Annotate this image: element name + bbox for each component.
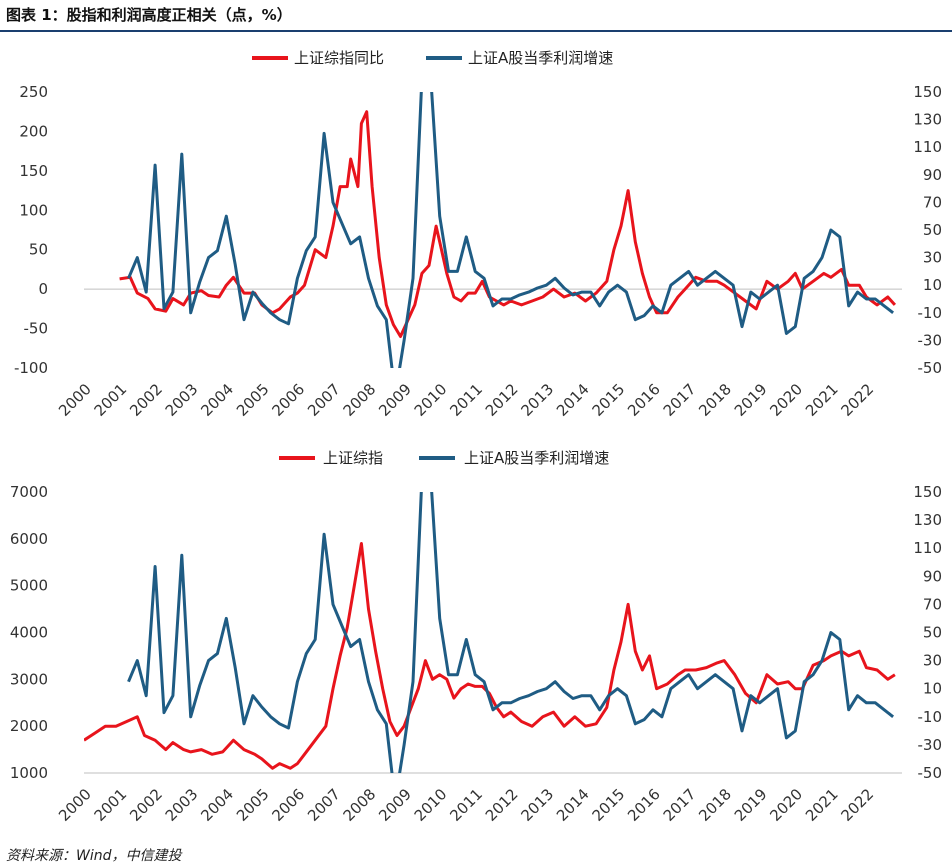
x-tick-label: 2005 bbox=[233, 785, 273, 825]
y-right-tick-label: 30 bbox=[923, 249, 942, 267]
y-right-tick-label: -50 bbox=[918, 764, 943, 782]
y-right-tick-label: 150 bbox=[913, 483, 942, 501]
y-right-tick-label: 10 bbox=[923, 680, 942, 698]
x-tick-label: 2011 bbox=[446, 785, 486, 825]
x-tick-label: 2014 bbox=[553, 785, 593, 825]
x-tick-label: 2016 bbox=[624, 785, 664, 825]
x-tick-label: 2003 bbox=[162, 785, 202, 825]
x-tick-label: 2018 bbox=[695, 380, 735, 420]
y-left-tick-label: -50 bbox=[24, 320, 49, 338]
x-tick-label: 2001 bbox=[91, 380, 131, 420]
x-tick-label: 2007 bbox=[304, 785, 344, 825]
x-tick-label: 2008 bbox=[340, 785, 380, 825]
figure-title: 图表 1：股指和利润高度正相关（点，%） bbox=[6, 6, 292, 24]
x-tick-label: 2017 bbox=[660, 785, 700, 825]
y-right-tick-label: -10 bbox=[918, 708, 943, 726]
legend-label: 上证综指 bbox=[323, 449, 383, 467]
x-tick-label: 2008 bbox=[340, 380, 380, 420]
y-right-tick-label: 70 bbox=[923, 595, 942, 613]
x-tick-label: 2006 bbox=[268, 380, 308, 420]
y-right-tick-label: 70 bbox=[923, 193, 942, 211]
x-tick-label: 2013 bbox=[517, 380, 557, 420]
y-left-tick-label: 5000 bbox=[10, 577, 48, 595]
y-right-tick-label: 50 bbox=[923, 221, 942, 239]
x-tick-label: 2022 bbox=[838, 380, 878, 420]
x-tick-label: 2020 bbox=[766, 785, 806, 825]
x-tick-label: 2011 bbox=[446, 380, 486, 420]
y-left-tick-label: 200 bbox=[19, 122, 48, 140]
y-left-tick-label: 0 bbox=[38, 280, 48, 298]
x-tick-label: 2014 bbox=[553, 380, 593, 420]
x-tick-label: 2003 bbox=[162, 380, 202, 420]
x-tick-label: 2004 bbox=[197, 380, 237, 420]
y-right-tick-label: 90 bbox=[923, 567, 942, 585]
x-tick-label: 2021 bbox=[802, 785, 842, 825]
y-right-tick-label: 110 bbox=[913, 539, 942, 557]
y-right-tick-label: -30 bbox=[918, 736, 943, 754]
y-left-tick-label: 4000 bbox=[10, 624, 48, 642]
x-tick-label: 2005 bbox=[233, 380, 273, 420]
x-tick-label: 2022 bbox=[838, 785, 878, 825]
x-tick-label: 2012 bbox=[482, 785, 522, 825]
x-tick-label: 2017 bbox=[660, 380, 700, 420]
series-line-profit bbox=[127, 492, 895, 773]
y-left-tick-label: 6000 bbox=[10, 530, 48, 548]
x-tick-label: 2009 bbox=[375, 785, 415, 825]
legend-label: 上证A股当季利润增速 bbox=[464, 449, 609, 467]
x-tick-label: 2000 bbox=[55, 785, 95, 825]
y-left-tick-label: 3000 bbox=[10, 670, 48, 688]
x-tick-label: 2001 bbox=[91, 785, 131, 825]
chart-index-yoy-vs-profit: 2000200120022003200420052006200720082009… bbox=[14, 49, 943, 420]
x-tick-label: 2010 bbox=[411, 380, 451, 420]
series-line-profit bbox=[127, 92, 895, 368]
x-tick-label: 2010 bbox=[411, 785, 451, 825]
y-left-tick-label: -100 bbox=[14, 359, 48, 377]
x-tick-label: 2012 bbox=[482, 380, 522, 420]
series-line-index bbox=[84, 542, 896, 770]
x-tick-label: 2004 bbox=[197, 785, 237, 825]
y-right-tick-label: -50 bbox=[918, 359, 943, 377]
y-left-tick-label: 100 bbox=[19, 201, 48, 219]
x-tick-label: 2016 bbox=[624, 380, 664, 420]
y-right-tick-label: 10 bbox=[923, 276, 942, 294]
y-right-tick-label: 150 bbox=[913, 83, 942, 101]
x-tick-label: 2000 bbox=[55, 380, 95, 420]
x-tick-label: 2013 bbox=[517, 785, 557, 825]
y-right-tick-label: 30 bbox=[923, 652, 942, 670]
series-line-index bbox=[119, 110, 897, 338]
x-tick-label: 2015 bbox=[589, 380, 629, 420]
x-tick-label: 2018 bbox=[695, 785, 735, 825]
y-right-tick-label: 50 bbox=[923, 624, 942, 642]
title-rule bbox=[0, 30, 952, 32]
x-tick-label: 2015 bbox=[589, 785, 629, 825]
x-tick-label: 2006 bbox=[268, 785, 308, 825]
y-right-tick-label: 110 bbox=[913, 138, 942, 156]
y-left-tick-label: 7000 bbox=[10, 483, 48, 501]
x-tick-label: 2019 bbox=[731, 785, 771, 825]
y-left-tick-label: 50 bbox=[29, 241, 48, 259]
y-right-tick-label: -30 bbox=[918, 331, 943, 349]
y-right-tick-label: 130 bbox=[913, 111, 942, 129]
x-tick-label: 2009 bbox=[375, 380, 415, 420]
y-right-tick-label: 90 bbox=[923, 166, 942, 184]
x-tick-label: 2002 bbox=[126, 380, 166, 420]
y-right-tick-label: -10 bbox=[918, 304, 943, 322]
x-tick-label: 2020 bbox=[766, 380, 806, 420]
legend-label: 上证综指同比 bbox=[294, 49, 384, 67]
x-tick-label: 2019 bbox=[731, 380, 771, 420]
x-tick-label: 2002 bbox=[126, 785, 166, 825]
chart-index-level-vs-profit: 2000200120022003200420052006200720082009… bbox=[10, 449, 943, 825]
y-left-tick-label: 1000 bbox=[10, 764, 48, 782]
x-tick-label: 2007 bbox=[304, 380, 344, 420]
y-right-tick-label: 130 bbox=[913, 511, 942, 529]
source-note: 资料来源：Wind，中信建投 bbox=[6, 848, 182, 864]
y-left-tick-label: 250 bbox=[19, 83, 48, 101]
legend-label: 上证A股当季利润增速 bbox=[468, 49, 613, 67]
y-left-tick-label: 150 bbox=[19, 162, 48, 180]
y-left-tick-label: 2000 bbox=[10, 717, 48, 735]
x-tick-label: 2021 bbox=[802, 380, 842, 420]
